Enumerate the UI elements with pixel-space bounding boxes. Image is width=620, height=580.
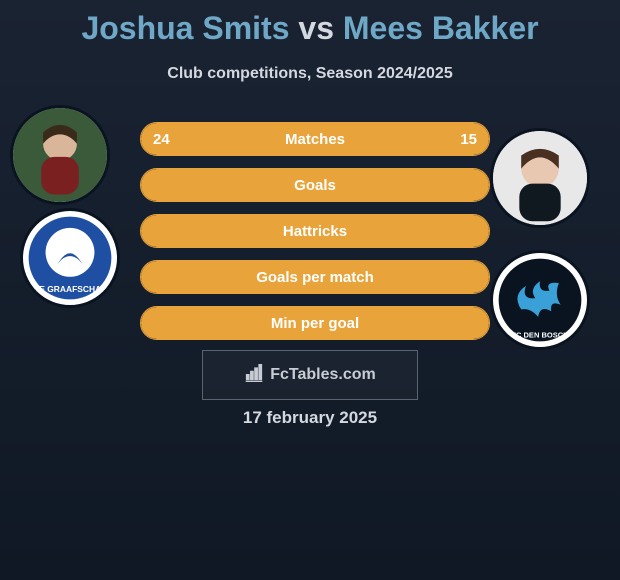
stat-row: Hattricks	[140, 214, 490, 248]
stat-label: Goals per match	[141, 261, 489, 293]
stat-row: Min per goal	[140, 306, 490, 340]
comparison-title: Joshua Smits vs Mees Bakker	[0, 0, 620, 47]
stat-row: Goals	[140, 168, 490, 202]
player2-avatar	[490, 128, 590, 228]
stat-label: Hattricks	[141, 215, 489, 247]
stat-value-right: 15	[460, 123, 477, 155]
stats-panel: Matches24 15 Goals Hattricks Goals per match…	[140, 122, 490, 352]
brand-watermark: FcTables.com	[202, 350, 418, 400]
player1-name: Joshua Smits	[81, 10, 289, 46]
brand-text: FcTables.com	[270, 366, 376, 384]
title-vs: vs	[298, 10, 334, 46]
stat-row: Goals per match	[140, 260, 490, 294]
stat-label: Matches	[141, 123, 489, 155]
svg-text:DE GRAAFSCHAP: DE GRAAFSCHAP	[33, 284, 107, 294]
player1-avatar	[10, 105, 110, 205]
stat-row: Matches24 15	[140, 122, 490, 156]
player2-name: Mees Bakker	[343, 10, 539, 46]
svg-text:FC DEN BOSCH: FC DEN BOSCH	[511, 331, 568, 340]
chart-icon	[244, 363, 264, 388]
subtitle: Club competitions, Season 2024/2025	[0, 65, 620, 83]
player1-club-badge: DE GRAAFSCHAP	[20, 208, 120, 308]
stat-label: Min per goal	[141, 307, 489, 339]
player2-club-badge: FC DEN BOSCH	[490, 250, 590, 350]
stat-value-left: 24	[153, 123, 170, 155]
date-label: 17 february 2025	[0, 408, 620, 428]
stat-label: Goals	[141, 169, 489, 201]
